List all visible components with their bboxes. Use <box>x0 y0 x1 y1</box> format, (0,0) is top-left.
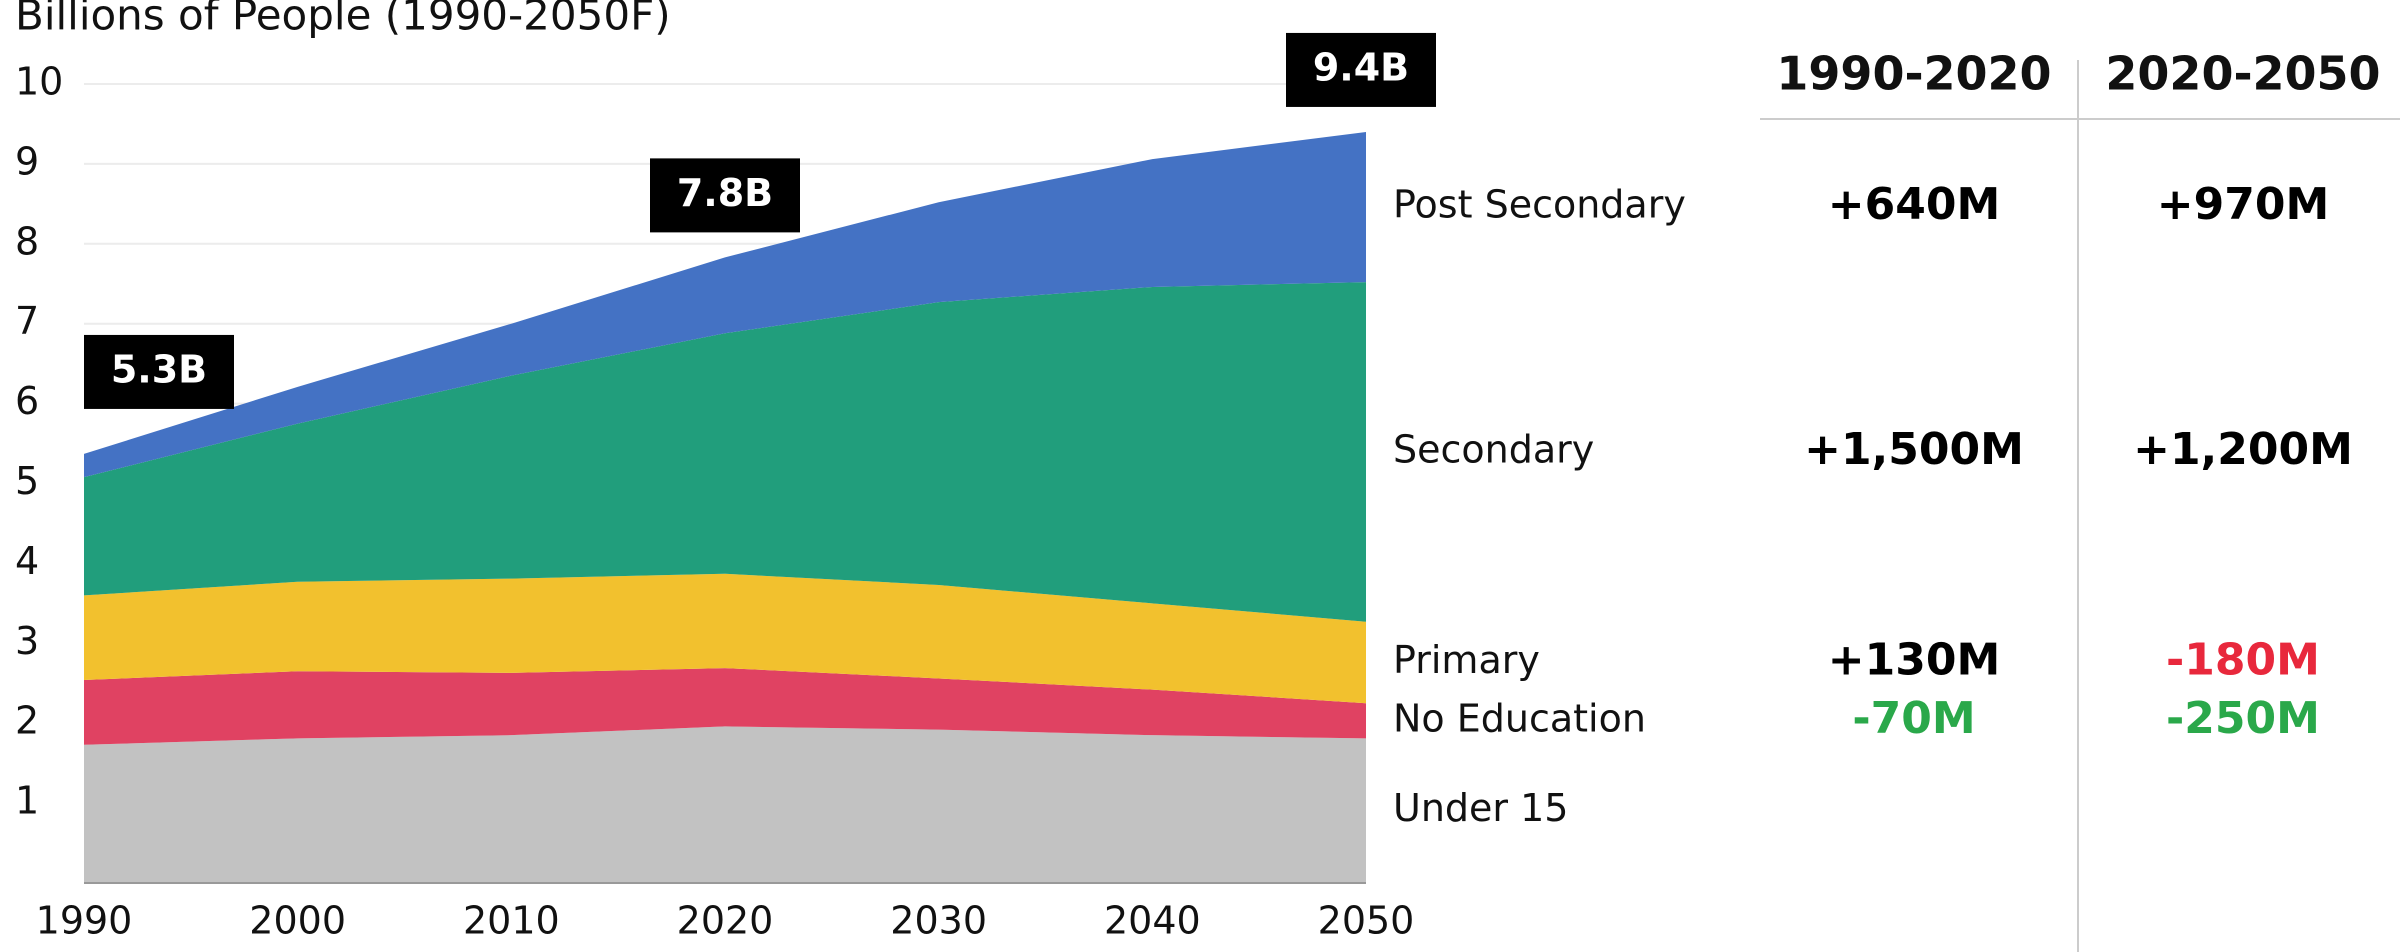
y-tick-label: 4 <box>15 539 39 583</box>
area <box>84 131 1366 478</box>
series-label: Primary <box>1393 638 1540 682</box>
x-tick-label: 2050 <box>1318 899 1415 943</box>
y-tick-label: 6 <box>15 379 39 423</box>
y-tick-label: 1 <box>15 779 39 823</box>
series-label: No Education <box>1393 696 1646 740</box>
area <box>84 282 1366 622</box>
x-tick-label: 2010 <box>463 899 560 943</box>
y-tick-label: 8 <box>15 219 39 263</box>
area <box>84 726 1366 883</box>
annotation: 9.4B <box>1313 45 1409 89</box>
table-cell: +1,200M <box>2133 424 2353 475</box>
annotation: 7.8B <box>677 171 773 215</box>
area <box>84 668 1366 745</box>
table-cell: +970M <box>2157 179 2330 230</box>
annotation: 5.3B <box>111 347 207 391</box>
table-cell: +130M <box>1828 634 2001 685</box>
table-cell: +640M <box>1828 179 2001 230</box>
x-tick-label: 2000 <box>249 899 346 943</box>
series-label: Post Secondary <box>1393 183 1686 227</box>
y-tick-label: 7 <box>15 299 39 343</box>
column-header: 1990-2020 <box>1776 47 2051 101</box>
table-cell: -180M <box>2166 634 2320 685</box>
table-cell: +1,500M <box>1804 424 2024 475</box>
column-header: 2020-2050 <box>2105 47 2380 101</box>
y-tick-label: 9 <box>15 139 39 183</box>
area <box>84 573 1366 704</box>
table-cell: -70M <box>1852 693 1975 744</box>
annotation-box <box>1286 32 1436 107</box>
y-tick-label: 10 <box>15 60 63 104</box>
y-tick-label: 3 <box>15 619 39 663</box>
x-tick-label: 2040 <box>1104 899 1201 943</box>
chart-title: Billions of People (1990-2050F) <box>15 0 671 40</box>
table-cell: -250M <box>2166 693 2320 744</box>
x-tick-label: 1990 <box>36 899 133 943</box>
y-tick-label: 5 <box>15 459 39 503</box>
x-tick-label: 2030 <box>890 899 987 943</box>
annotation-box <box>84 334 234 409</box>
series-label: Under 15 <box>1393 786 1568 830</box>
annotation-box <box>650 158 800 233</box>
y-tick-label: 2 <box>15 699 39 743</box>
series-label: Secondary <box>1393 427 1594 471</box>
x-tick-label: 2020 <box>677 899 774 943</box>
